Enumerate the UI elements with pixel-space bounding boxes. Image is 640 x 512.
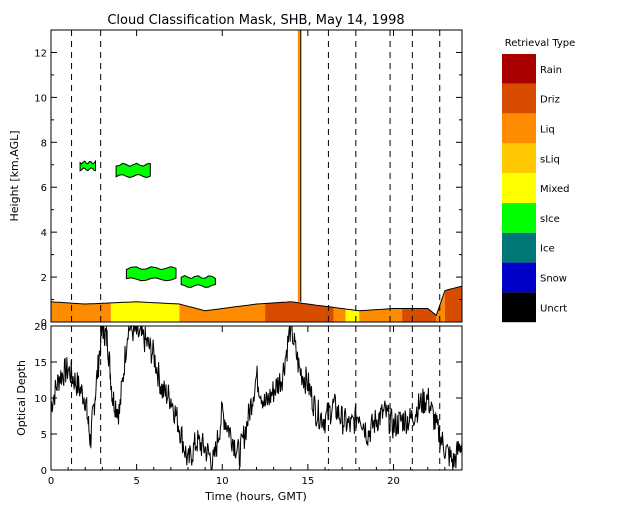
legend-swatch-mixed: [502, 173, 536, 203]
legend-swatch-sice: [502, 203, 536, 233]
legend-label-liq: Liq: [540, 125, 555, 136]
bottom-dashed-lines: [71, 326, 441, 470]
bottom-x-tick-label-4: 20: [387, 476, 400, 487]
cloud-segment-3: [265, 302, 334, 322]
bottom-x-tick-label-2: 10: [216, 476, 229, 487]
bottom-x-axis-label: Time (hours, GMT): [204, 490, 307, 503]
top-y-tick-label-3: 6: [41, 183, 47, 194]
cloud-segment-0: [51, 301, 111, 322]
optical-depth-line: [50, 324, 463, 471]
bottom-y-axis-label: Optical Depth: [15, 360, 28, 436]
top-y-tick-label-0: 0: [41, 318, 47, 329]
bottom-y-tick-label-4: 20: [34, 322, 47, 333]
legend-label-mixed: Mixed: [540, 184, 570, 195]
cloud-segment-6: [359, 308, 403, 322]
cloud-segment-1: [110, 301, 180, 322]
bottom-x-tick-label-0: 0: [48, 476, 54, 487]
legend-swatch-ice: [502, 232, 536, 263]
legend-label-sliq: sLiq: [540, 154, 560, 165]
legend-label-sice: sIce: [540, 214, 560, 225]
optical-depth-plot: [50, 324, 463, 471]
legend-label-ice: Ice: [540, 244, 555, 255]
ice-patch-0: [79, 159, 96, 172]
top-plot-frame: [50, 29, 463, 323]
bottom-axes: 0 5 10 15 20 0 5 10 15 20: [34, 322, 463, 487]
legend-label-driz: Driz: [540, 95, 560, 106]
bottom-y-tick-label-0: 0: [41, 466, 47, 477]
cloud-segment-9: [444, 286, 462, 322]
cloud-layer-top-outline: [50, 285, 463, 317]
cloud-spike: [297, 30, 301, 302]
top-y-tick-label-2: 4: [41, 228, 47, 239]
bottom-y-tick-label-3: 15: [34, 358, 47, 369]
cloud-mask-layer: [50, 30, 463, 322]
legend-swatch-snow: [502, 262, 536, 293]
bottom-y-tick-label-2: 10: [34, 394, 47, 405]
legend-swatch-rain: [502, 54, 536, 84]
legend-swatch-uncrt: [502, 292, 536, 323]
legend-label-rain: Rain: [540, 65, 562, 76]
top-y-axis-label: Height [km,AGL]: [8, 130, 21, 221]
bottom-y-tick-label-1: 5: [41, 430, 47, 441]
legend: Rain Driz Liq sLiq Mixed sIce Ice Snow Uncrt: [502, 54, 570, 323]
legend-title: Retrieval Type: [505, 38, 576, 49]
legend-swatch-liq: [502, 113, 536, 144]
top-dashed-lines: [71, 30, 441, 322]
cloud-segment-7: [402, 308, 437, 322]
cloud-segment-8: [436, 290, 445, 322]
top-chart-title: Cloud Classification Mask, SHB, May 14, …: [107, 13, 404, 28]
top-y-tick-label-4: 8: [41, 138, 47, 149]
legend-label-snow: Snow: [540, 274, 567, 285]
legend-swatch-sliq: [502, 143, 536, 174]
legend-label-uncrt: Uncrt: [540, 303, 567, 314]
ice-patch-2: [125, 266, 177, 282]
cloud-segment-2: [179, 303, 266, 322]
bottom-x-tick-label-3: 15: [302, 476, 315, 487]
top-y-tick-label-6: 12: [34, 48, 47, 59]
top-y-tick-label-5: 10: [34, 93, 47, 104]
ice-patch-1: [115, 162, 151, 179]
ice-patch-3: [180, 275, 216, 288]
legend-swatch-driz: [502, 83, 536, 114]
cloud-segment-4: [333, 307, 346, 322]
bottom-x-tick-label-1: 5: [133, 476, 139, 487]
top-axes: 0 2 4 6 8 10 12: [34, 29, 463, 329]
top-y-tick-label-1: 2: [41, 273, 47, 284]
